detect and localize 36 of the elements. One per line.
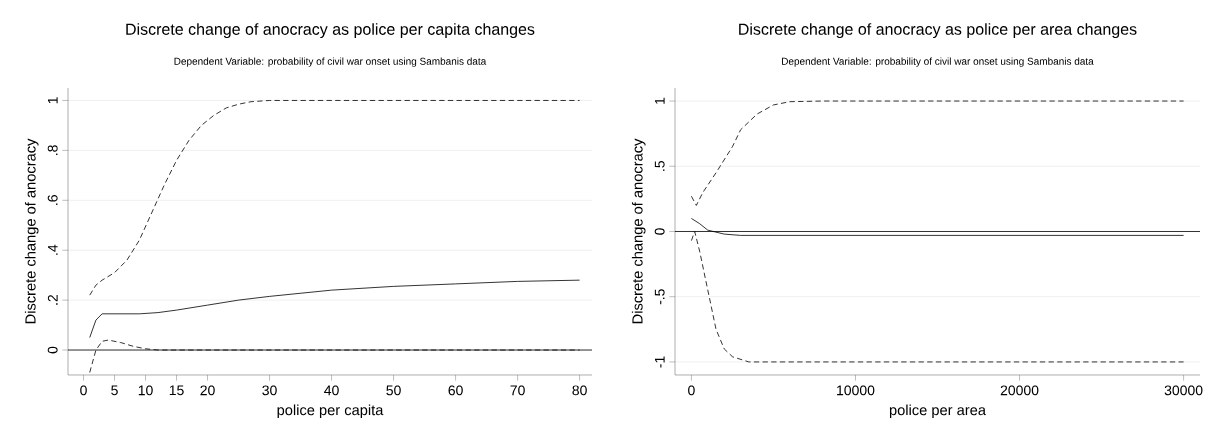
y-tick-label: .8 (47, 145, 58, 155)
y-tick-label: 0 (47, 346, 58, 354)
chart-subtitle: Dependent Variable: probability of civil war onset using Sambanis data (782, 57, 1094, 67)
y-axis-title: Discrete change of anocracy (631, 138, 646, 324)
x-tick-label: 30 (262, 385, 277, 396)
chart-title: Discrete change of anocracy as police per capita changes (126, 23, 535, 39)
y-tick-label: 1 (654, 97, 665, 104)
y-tick-label: 1 (48, 97, 58, 104)
x-tick-label: 60 (448, 385, 463, 396)
x-tick-label: 30000 (1164, 385, 1203, 396)
x-tick-label: 0 (80, 385, 87, 396)
x-tick-label: 15 (169, 385, 184, 396)
y-axis-title: Discrete change of anocracy (24, 138, 39, 324)
y-tick-label: .6 (47, 195, 58, 205)
y-tick-label: .4 (48, 244, 58, 255)
x-tick-label: 10000 (837, 385, 875, 396)
chart-subtitle: Dependent Variable: probability of civil war onset using Sambanis data (174, 57, 487, 67)
x-tick-label: 20000 (1000, 385, 1039, 396)
y-tick-label: -.5 (654, 289, 665, 305)
x-tick-label: 50 (386, 385, 401, 396)
x-tick-label: 80 (572, 385, 587, 396)
x-tick-label: 0 (688, 385, 695, 396)
x-axis-title: police per capita (277, 404, 384, 419)
y-tick-label: 0 (654, 228, 665, 235)
x-tick-label: 20 (200, 385, 215, 396)
x-tick-label: 5 (111, 385, 118, 396)
y-tick-label: .5 (654, 161, 665, 171)
x-tick-label: 10 (138, 385, 153, 396)
x-tick-label: 40 (324, 385, 339, 396)
y-tick-label: -1 (654, 356, 665, 368)
chart-title: Discrete change of anocracy as police per area changes (739, 23, 1137, 39)
line-series (691, 100, 1184, 206)
x-axis-title: police per area (889, 404, 986, 419)
y-tick-label: .2 (47, 294, 58, 305)
line-series (89, 100, 581, 296)
x-tick-label: 70 (510, 385, 525, 396)
